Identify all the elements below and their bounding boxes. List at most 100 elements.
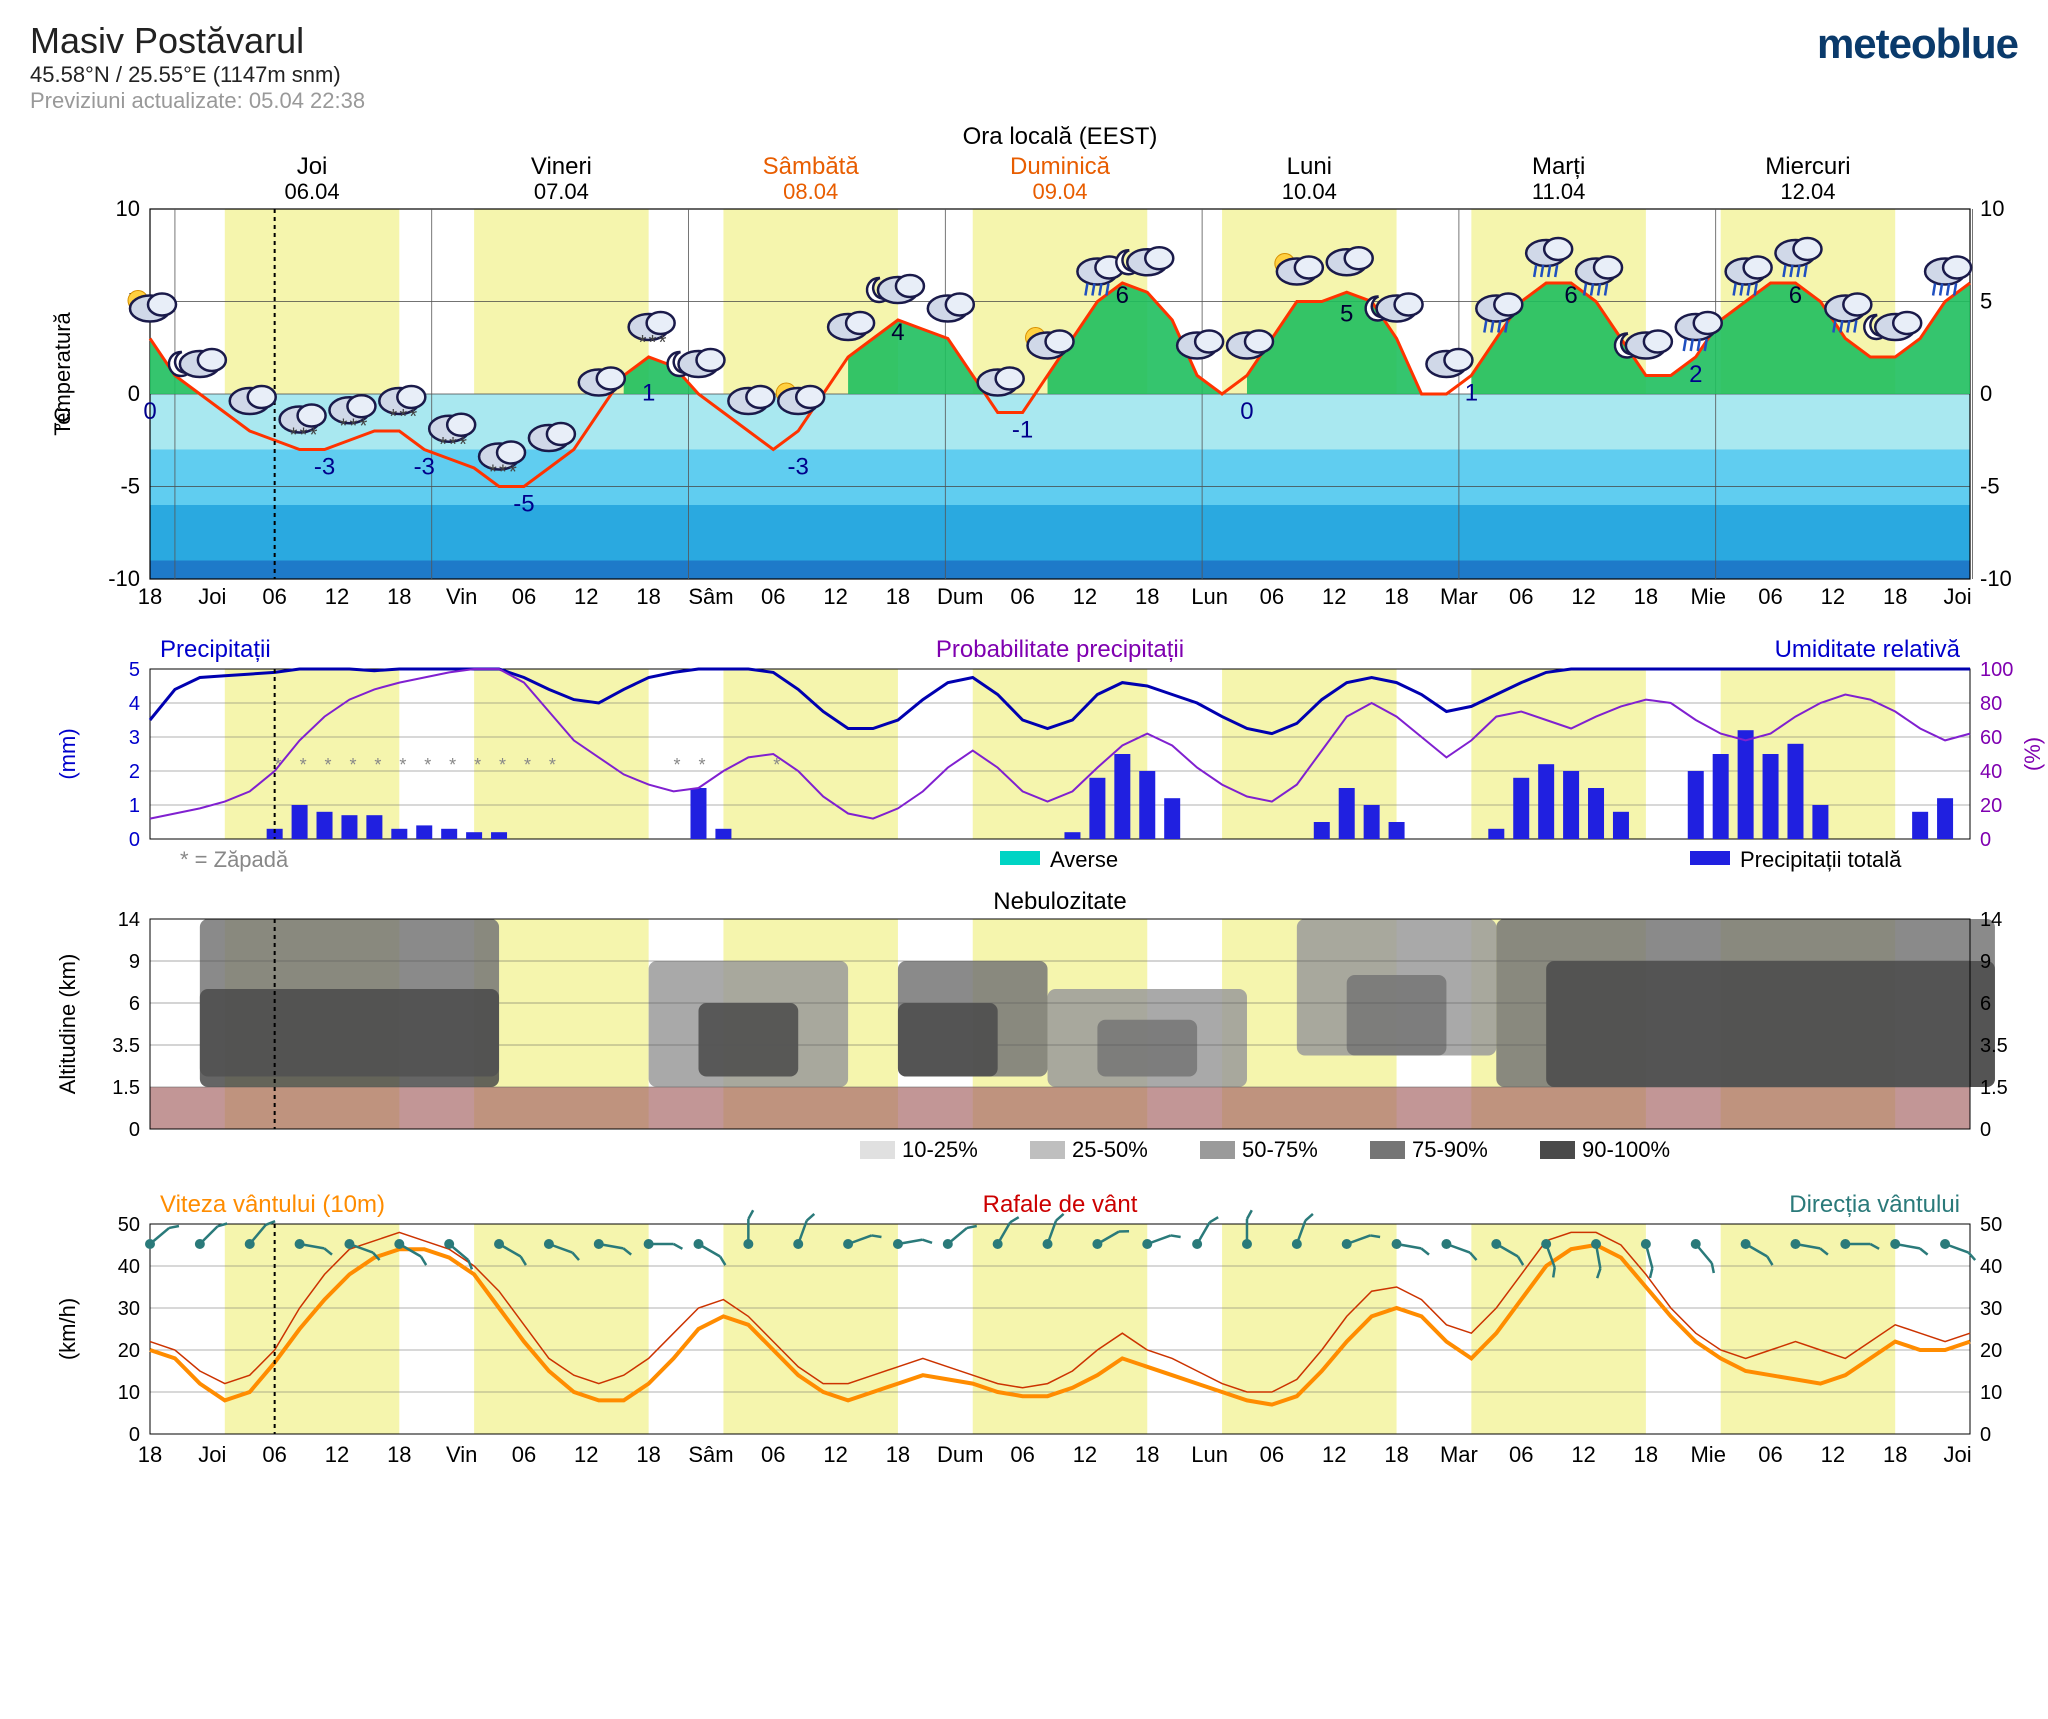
svg-text:*: * [409, 406, 417, 428]
time-tick: 12 [1073, 584, 1097, 609]
svg-text:*: * [339, 415, 347, 437]
time-tick: 12 [325, 1442, 349, 1467]
time-tick: 18 [1384, 584, 1408, 609]
precip-bar [391, 829, 407, 839]
temp-min-label: -5 [513, 491, 534, 518]
svg-text:40: 40 [118, 1256, 140, 1278]
precip-bar [1787, 744, 1803, 839]
precip-bar [341, 815, 357, 839]
precip-bar [317, 812, 333, 839]
svg-text:2: 2 [129, 761, 140, 783]
precip-bar [1139, 771, 1155, 839]
svg-text:50: 50 [1980, 1214, 2002, 1236]
coordinates: 45.58°N / 25.55°E (1147m snm) [30, 62, 365, 88]
snow-mark: * [549, 755, 556, 775]
precip-bar [1937, 798, 1953, 839]
precip-bar [1164, 798, 1180, 839]
snow-mark: * [399, 755, 406, 775]
day-date: 06.04 [285, 179, 340, 204]
time-tick: 18 [138, 1442, 162, 1467]
time-tick: Lun [1191, 584, 1228, 609]
svg-text:50: 50 [118, 1214, 140, 1236]
svg-text:*: * [389, 406, 397, 428]
precip-bar [1812, 805, 1828, 839]
precip-bar [416, 825, 432, 839]
cloud-legend-item: 50-75% [1242, 1137, 1318, 1162]
day-date: 07.04 [534, 179, 589, 204]
svg-text:(%): (%) [2020, 737, 2045, 771]
temp-min-label: 1 [642, 380, 655, 407]
time-tick: Mie [1690, 584, 1725, 609]
wind-dir-label: Direcția vântului [1789, 1191, 1960, 1218]
time-tick: 06 [1260, 584, 1284, 609]
time-tick: 18 [886, 1442, 910, 1467]
svg-text:6: 6 [1980, 993, 1991, 1015]
time-tick: 06 [512, 1442, 536, 1467]
svg-text:40: 40 [1980, 761, 2002, 783]
svg-text:-5: -5 [1980, 474, 2000, 499]
brand-logo: meteoblue [1817, 20, 2018, 68]
precip-bar [366, 815, 382, 839]
precip-bar [1563, 771, 1579, 839]
svg-text:(mm): (mm) [55, 728, 80, 779]
time-tick: 12 [1322, 584, 1346, 609]
svg-text:5: 5 [1980, 289, 1992, 314]
precip-bar [1613, 812, 1629, 839]
svg-text:*: * [349, 415, 357, 437]
svg-text:80: 80 [1980, 693, 2002, 715]
svg-text:*: * [290, 425, 298, 447]
time-tick: 18 [636, 1442, 660, 1467]
svg-text:9: 9 [129, 951, 140, 973]
day-date: 11.04 [1532, 179, 1585, 204]
time-tick: 12 [1571, 584, 1595, 609]
svg-text:-10: -10 [108, 566, 140, 591]
total-precip-legend: Precipitații totală [1740, 847, 1902, 872]
time-tick: 18 [387, 584, 411, 609]
snow-mark: * [300, 755, 307, 775]
svg-text:20: 20 [1980, 795, 2002, 817]
precip-bar [690, 788, 706, 839]
time-tick: 12 [574, 1442, 598, 1467]
svg-text:9: 9 [1980, 951, 1991, 973]
svg-text:3: 3 [129, 727, 140, 749]
svg-text:20: 20 [1980, 1340, 2002, 1362]
snow-mark: * [474, 755, 481, 775]
weather-icon [128, 291, 176, 322]
svg-text:*: * [399, 406, 407, 428]
svg-text:3.5: 3.5 [112, 1035, 140, 1057]
svg-text:°C: °C [50, 407, 75, 432]
cloud-legend-item: 25-50% [1072, 1137, 1148, 1162]
precip-bar [1339, 788, 1355, 839]
svg-text:30: 30 [118, 1298, 140, 1320]
svg-text:*: * [459, 434, 467, 456]
temp-min-label: 0 [143, 398, 156, 425]
snow-mark: * [499, 755, 506, 775]
svg-text:3.5: 3.5 [1980, 1035, 2008, 1057]
day-date: 12.04 [1780, 179, 1835, 204]
temp-min-label: 2 [1689, 361, 1702, 388]
temperature-panel: -10-10-5-500551010465660-3-3-51-3-1012Te… [50, 196, 2012, 609]
precip-bar [466, 832, 482, 839]
time-tick: 06 [761, 1442, 785, 1467]
precip-bar [1912, 812, 1928, 839]
weather-icon [1177, 331, 1223, 359]
temp-max-label: 6 [1564, 282, 1577, 309]
time-tick: 18 [636, 584, 660, 609]
svg-text:10: 10 [116, 196, 140, 221]
updated-time: Previziuni actualizate: 05.04 22:38 [30, 88, 365, 114]
svg-text:0: 0 [1980, 829, 1991, 851]
time-tick: 12 [325, 584, 349, 609]
time-tick: 06 [1010, 1442, 1034, 1467]
svg-text:1: 1 [129, 795, 140, 817]
svg-text:30: 30 [1980, 1298, 2002, 1320]
svg-text:*: * [499, 462, 507, 484]
cloud-title: Nebulozitate [993, 888, 1126, 915]
temp-max-label: 6 [1789, 282, 1802, 309]
time-tick: Mie [1690, 1442, 1725, 1467]
precip-bar [715, 829, 731, 839]
precip-bar [1064, 832, 1080, 839]
timezone-label: Ora locală (EEST) [963, 123, 1158, 150]
svg-text:0: 0 [128, 381, 140, 406]
snow-mark: * [374, 755, 381, 775]
time-tick: 18 [886, 584, 910, 609]
